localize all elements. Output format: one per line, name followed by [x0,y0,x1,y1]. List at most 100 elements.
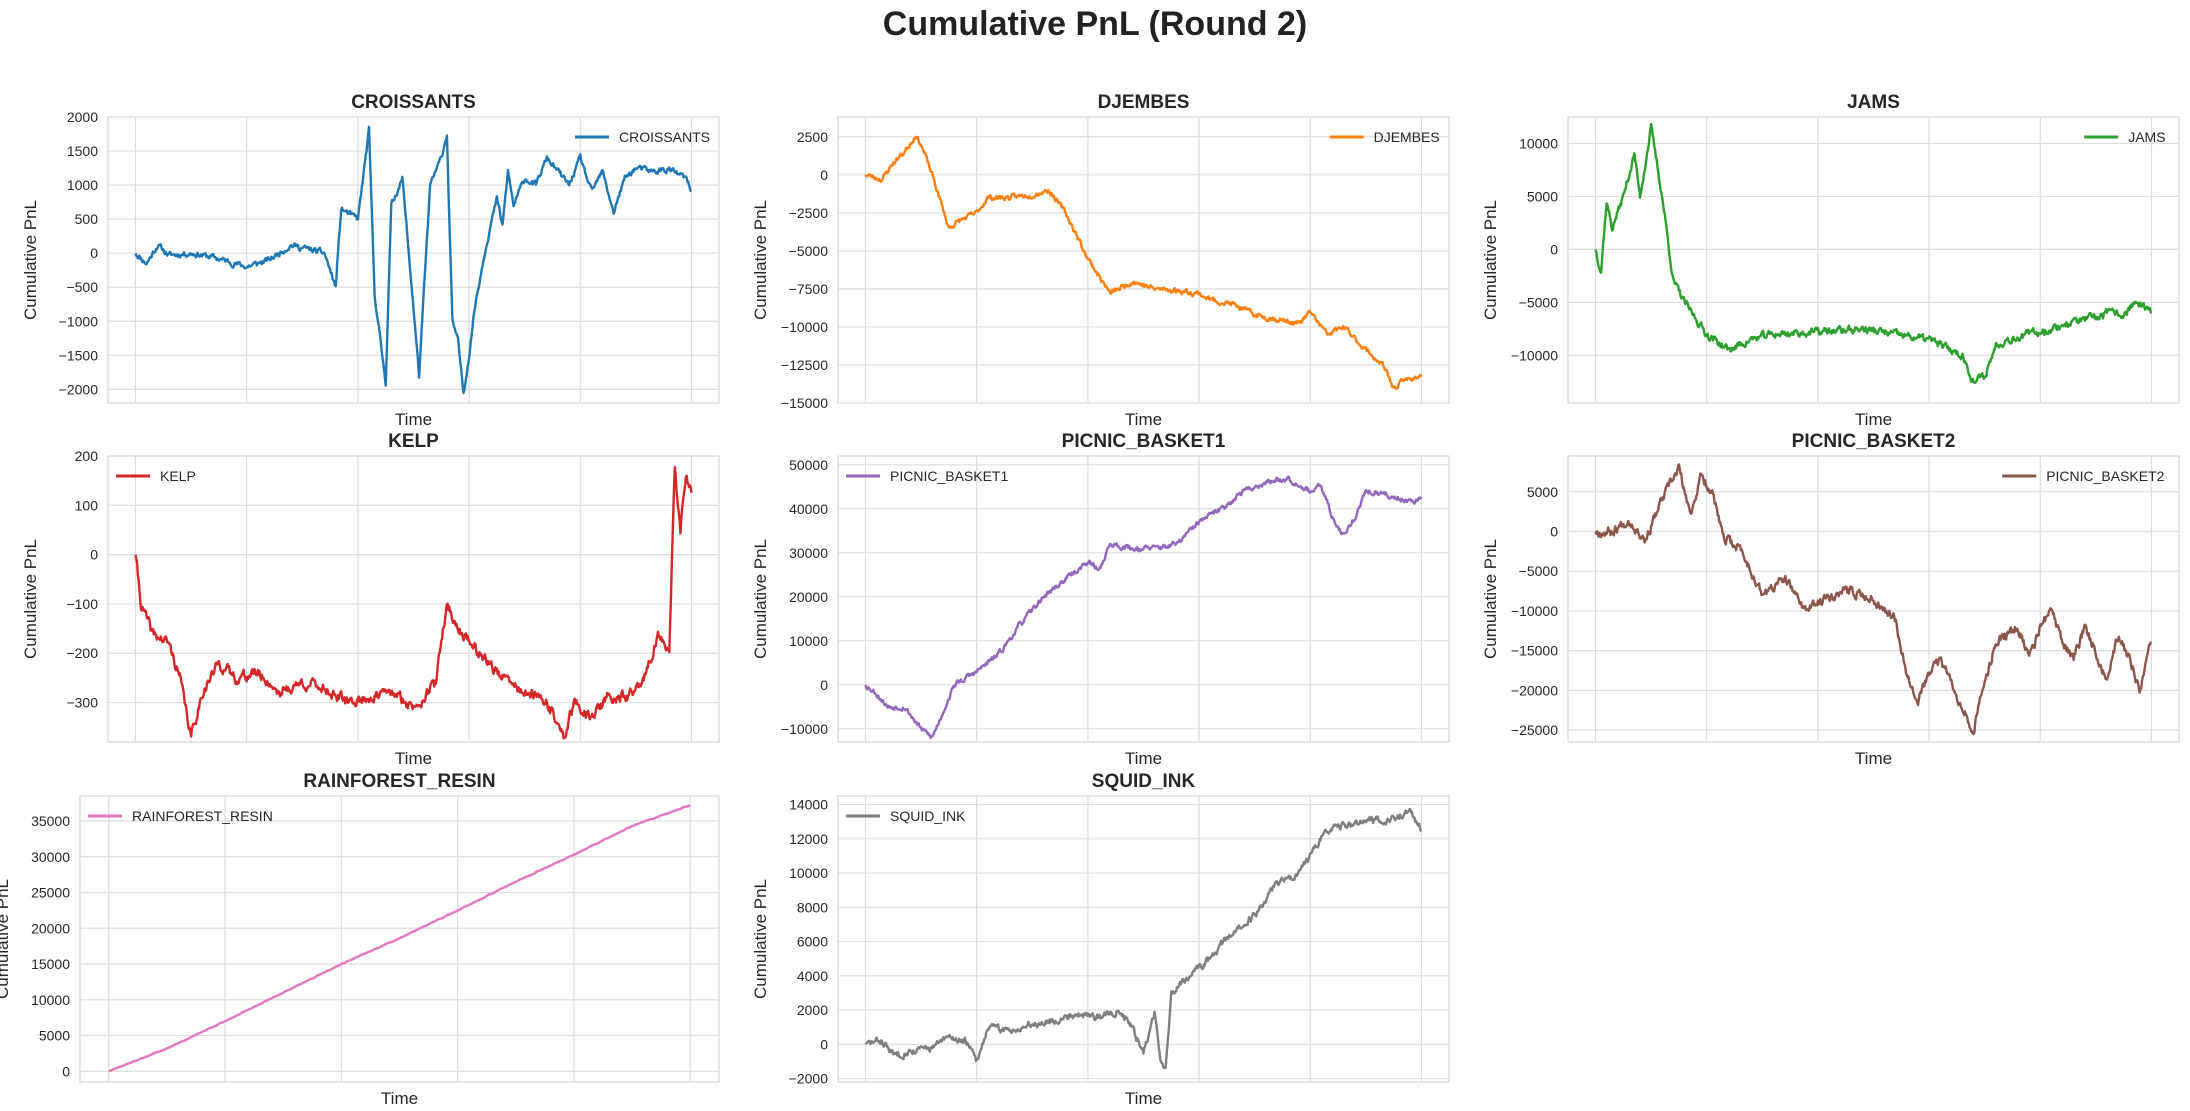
series-line [864,135,1423,390]
y-tick-label: −1000 [59,313,99,329]
x-axis-label: Time [395,410,432,429]
y-tick-label: −15000 [781,395,828,411]
x-axis-label: Time [1125,410,1162,429]
plot-area [107,455,720,743]
plot-area [837,116,1450,404]
y-tick-label: −20000 [1511,682,1558,698]
y-tick-label: 200 [75,448,99,464]
y-tick-label: 14000 [789,797,828,813]
x-axis-label: Time [381,1089,418,1108]
y-tick-label: 6000 [797,934,828,950]
y-axis-label: Cumulative PnL [0,879,12,999]
y-tick-label: −5000 [1519,294,1559,310]
subplot-title: CROISSANTS [351,92,476,113]
subplot-title: DJEMBES [1098,92,1190,113]
y-tick-label: 4000 [797,968,828,984]
subplot-rainforest-resin: 0 5000 10000 15000 20000 25000 30000 35000 RAINF… [0,771,720,1108]
y-axis-label: Cumulative PnL [21,200,40,320]
subplot-title: PICNIC_BASKET2 [1792,431,1956,452]
legend-label: KELP [160,468,196,484]
legend-label: JAMS [2128,129,2165,145]
y-tick-label: −100 [66,596,98,612]
series-line [864,807,1422,1070]
y-tick-label: −10000 [1511,347,1558,363]
y-tick-label: 30000 [31,849,70,865]
subplot-picnic-basket2: −25000 −20000 −15000 −10000 −5000 0 5000 PICNIC… [1481,431,2180,768]
plot-area [107,116,720,404]
x-axis-label: Time [395,749,432,768]
subplot-title: PICNIC_BASKET1 [1062,431,1226,452]
y-axis-label: Cumulative PnL [751,200,770,320]
legend-label: PICNIC_BASKET1 [890,468,1008,484]
y-tick-label: 5000 [39,1028,70,1044]
y-tick-label: 2000 [797,1002,828,1018]
legend-label: RAINFOREST_RESIN [132,808,273,824]
legend-label: PICNIC_BASKET2 [2046,468,2164,484]
y-tick-label: 1500 [67,143,98,159]
legend-label: SQUID_INK [890,808,966,824]
y-tick-label: 50000 [789,457,828,473]
y-tick-label: 15000 [31,956,70,972]
subplot-title: KELP [388,431,439,452]
series-line [134,125,692,395]
y-tick-label: −15000 [1511,643,1558,659]
y-tick-label: 10000 [789,865,828,881]
series-line [134,465,693,740]
y-tick-label: 500 [75,211,99,227]
subplot-jams: −10000 −5000 0 5000 10000 JAMS Time Cumulative … [1481,92,2180,429]
y-tick-label: −5000 [789,243,829,259]
subplot-squid-ink: −2000 0 2000 4000 6000 8000 10000 12000 14000 SQU… [751,771,1450,1108]
y-axis-label: Cumulative PnL [1481,200,1500,320]
plot-area [1567,116,2180,404]
y-tick-label: 5000 [1527,188,1558,204]
y-tick-label: 2500 [797,129,828,145]
y-tick-label: 2000 [67,109,98,125]
figure-title: Cumulative PnL (Round 2) [882,5,1308,43]
y-tick-label: 20000 [31,920,70,936]
y-tick-label: 30000 [789,545,828,561]
legend-label: DJEMBES [1374,129,1440,145]
subplot-djembes: −15000 −12500 −10000 −7500 −5000 −2500 0 2500 DJ… [751,92,1450,429]
y-axis-label: Cumulative PnL [1481,539,1500,659]
y-tick-label: −200 [66,645,98,661]
y-tick-label: 0 [62,1063,70,1079]
y-tick-label: 0 [1550,241,1558,257]
subplot-picnic-basket1: −10000 0 10000 20000 30000 40000 50000 PICNIC_B… [751,431,1450,768]
y-tick-label: 35000 [31,813,70,829]
y-tick-label: −5000 [1519,563,1559,579]
y-tick-label: 0 [1550,523,1558,539]
legend-label: CROISSANTS [619,129,710,145]
subplot-croissants: −2000 −1500 −1000 −500 0 500 1000 1500 2000 CROIS… [21,92,720,429]
y-tick-label: 12000 [789,831,828,847]
y-tick-label: −10000 [1511,603,1558,619]
y-axis-label: Cumulative PnL [751,879,770,999]
series-line [108,804,691,1073]
y-tick-label: 8000 [797,899,828,915]
y-tick-label: −1500 [59,347,99,363]
y-tick-label: −500 [66,279,98,295]
subplot-kelp: −300 −200 −100 0 100 200 KELP Time Cumulative Pn… [21,431,720,768]
y-tick-label: 0 [90,547,98,563]
y-tick-label: −300 [66,695,98,711]
series-line [1594,463,2152,736]
y-tick-label: 0 [820,677,828,693]
subplot-title: JAMS [1847,92,1900,113]
y-tick-label: −2000 [789,1071,829,1087]
y-tick-label: −2500 [789,205,829,221]
y-tick-label: −2000 [59,381,99,397]
series-line [1594,122,2152,384]
x-axis-label: Time [1125,749,1162,768]
subplot-title: SQUID_INK [1092,771,1196,792]
plot-area [837,455,1450,743]
y-axis-label: Cumulative PnL [751,539,770,659]
y-tick-label: −10000 [781,721,828,737]
y-tick-label: 0 [90,245,98,261]
y-tick-label: 25000 [31,885,70,901]
y-tick-label: −12500 [781,357,828,373]
y-tick-label: 10000 [789,633,828,649]
x-axis-label: Time [1125,1089,1162,1108]
y-tick-label: 0 [820,1036,828,1052]
y-tick-label: 100 [75,497,99,513]
plot-area [837,795,1450,1083]
